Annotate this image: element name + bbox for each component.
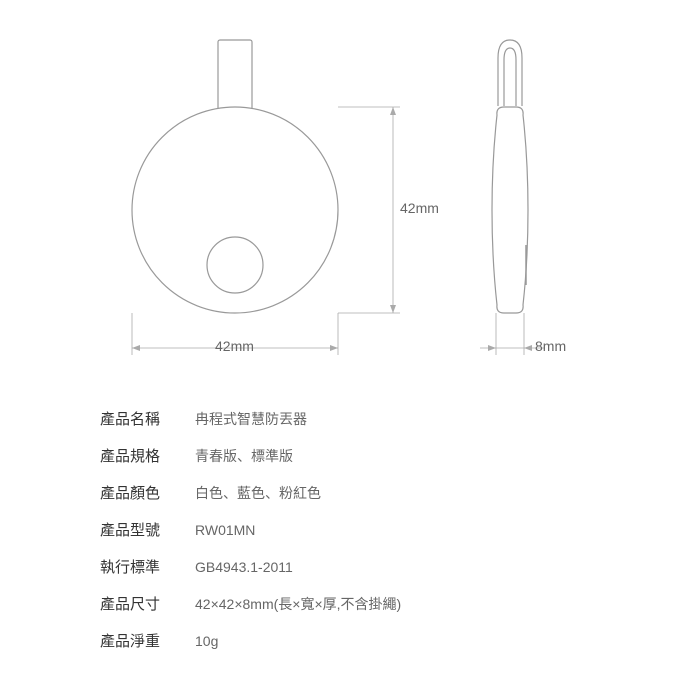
spec-value: 冉程式智慧防丟器 <box>195 409 600 429</box>
dim-width-label: 42mm <box>215 338 254 354</box>
dim-arrow <box>132 345 140 351</box>
spec-row: 產品尺寸 42×42×8mm(長×寬×厚,不含掛繩) <box>100 585 600 622</box>
spec-label: 產品名稱 <box>100 408 195 429</box>
front-strap <box>218 40 252 110</box>
side-strap-inner <box>504 48 516 106</box>
dim-arrow <box>488 345 496 351</box>
spec-value: GB4943.1-2011 <box>195 559 600 575</box>
spec-label: 產品規格 <box>100 445 195 466</box>
spec-label: 執行標準 <box>100 556 195 577</box>
spec-row: 產品型號 RW01MN <box>100 511 600 548</box>
spec-value: 青春版、標準版 <box>195 446 600 466</box>
spec-row: 產品淨重 10g <box>100 622 600 659</box>
spec-value: 白色、藍色、粉紅色 <box>195 483 600 503</box>
side-body <box>492 107 528 313</box>
dim-arrow <box>330 345 338 351</box>
dim-arrow <box>390 305 396 313</box>
spec-label: 產品尺寸 <box>100 593 195 614</box>
side-strap-outer <box>498 40 522 106</box>
spec-value: RW01MN <box>195 522 600 538</box>
dim-arrow <box>390 107 396 115</box>
diagram-svg <box>90 10 610 370</box>
spec-row: 產品顏色 白色、藍色、粉紅色 <box>100 474 600 511</box>
spec-row: 產品規格 青春版、標準版 <box>100 437 600 474</box>
spec-value: 10g <box>195 633 600 649</box>
technical-diagram: 42mm 42mm 8mm <box>90 10 610 370</box>
dim-depth-label: 8mm <box>535 338 566 354</box>
dim-height-label: 42mm <box>400 200 439 216</box>
spec-label: 產品淨重 <box>100 630 195 651</box>
spec-label: 產品顏色 <box>100 482 195 503</box>
spec-row: 執行標準 GB4943.1-2011 <box>100 548 600 585</box>
spec-value: 42×42×8mm(長×寬×厚,不含掛繩) <box>195 594 600 614</box>
spec-row: 產品名稱 冉程式智慧防丟器 <box>100 400 600 437</box>
front-body-circle <box>132 107 338 313</box>
dim-arrow <box>524 345 532 351</box>
spec-label: 產品型號 <box>100 519 195 540</box>
specs-table: 產品名稱 冉程式智慧防丟器 產品規格 青春版、標準版 產品顏色 白色、藍色、粉紅… <box>100 400 600 659</box>
